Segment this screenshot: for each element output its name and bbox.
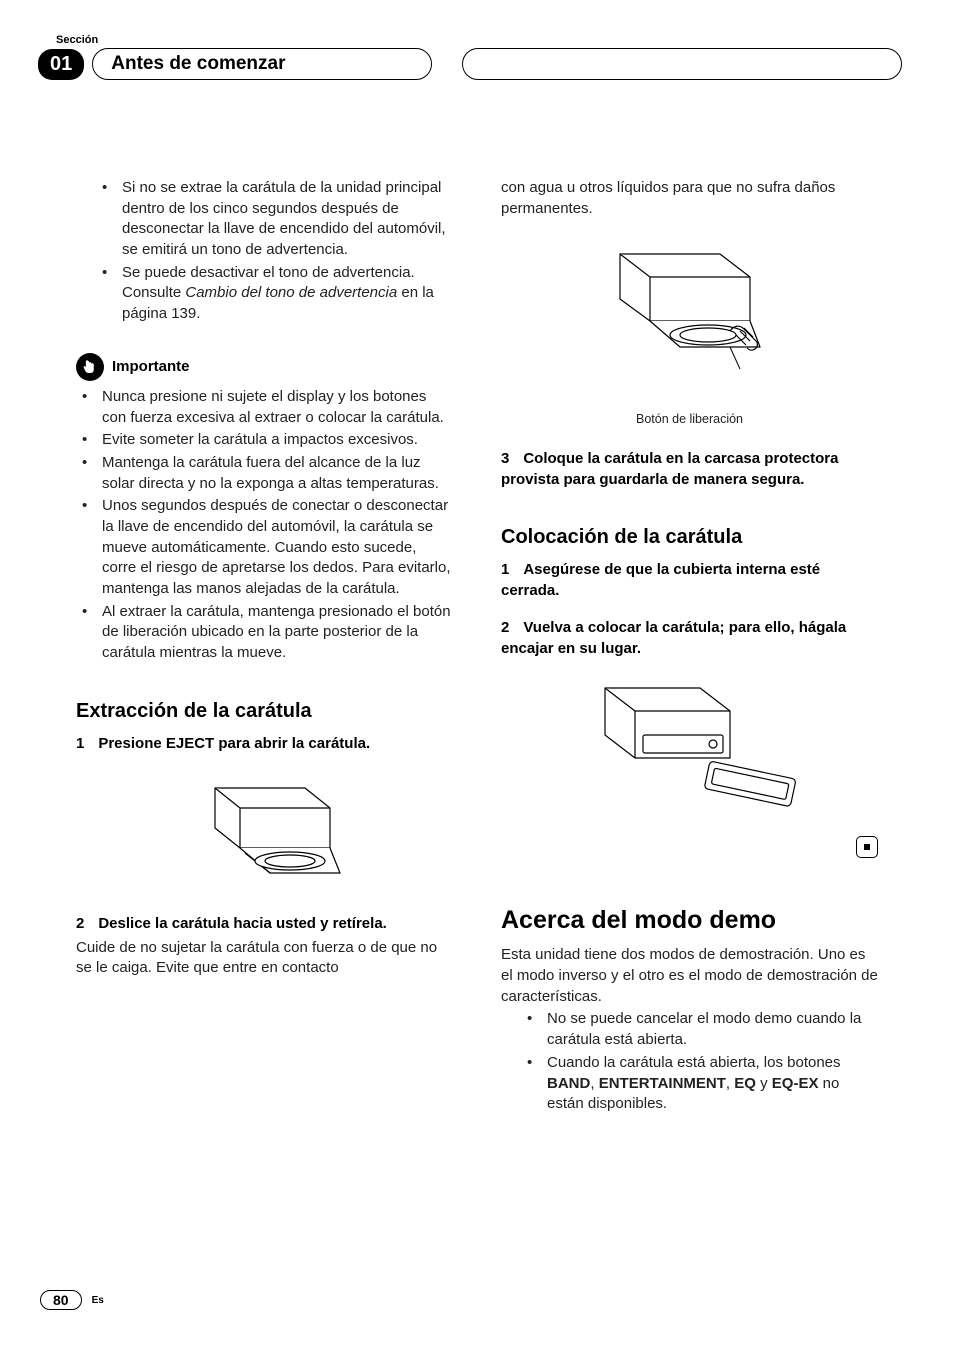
demo-heading: Acerca del modo demo	[501, 906, 878, 935]
header-empty-pill	[462, 48, 902, 80]
placement-step-1: 1Asegúrese de que la cubierta interna es…	[501, 559, 878, 601]
step-num: 1	[501, 561, 509, 578]
step-text: Coloque la carátula en la carcasa protec…	[501, 450, 838, 488]
demo-bullet-1: No se puede cancelar el modo demo cuando…	[521, 1009, 878, 1050]
step-text: Vuelva a colocar la carátula; para ello,…	[501, 619, 846, 657]
header-title: Antes de comenzar	[111, 53, 285, 75]
step-num: 2	[76, 915, 84, 932]
extraction-step-1: 1 Presione EJECT para abrir la carátula.	[76, 733, 453, 754]
demo-bullet-list: No se puede cancelar el modo demo cuando…	[521, 1009, 878, 1114]
page-number: 80	[40, 1290, 82, 1310]
extraction-step-2: 2 Deslice la carátula hacia usted y retír…	[76, 913, 453, 934]
right-column: con agua u otros líquidos para que no su…	[501, 178, 878, 1117]
figure-eject	[76, 768, 453, 903]
header-title-pill: Antes de comenzar	[92, 48, 432, 80]
important-icon	[76, 353, 104, 381]
step-text: Presione EJECT para abrir la carátula.	[98, 735, 370, 752]
left-column: Si no se extrae la carátula de la unidad…	[76, 178, 453, 1117]
intro-bullet-1: Si no se extrae la carátula de la unidad…	[96, 178, 453, 261]
continuation-text: con agua u otros líquidos para que no su…	[501, 178, 878, 219]
page-footer: 80 Es	[40, 1290, 104, 1310]
important-heading-row: Importante	[76, 353, 453, 381]
step-num: 3	[501, 450, 509, 467]
step-num: 2	[501, 619, 509, 636]
language-code: Es	[92, 1295, 104, 1306]
important-bullet-2: Evite someter la carátula a impactos exc…	[76, 430, 453, 451]
extraction-step-3: 3Coloque la carátula en la carcasa prote…	[501, 448, 878, 490]
important-bullet-3: Mantenga la carátula fuera del alcance d…	[76, 453, 453, 494]
important-label: Importante	[112, 358, 190, 375]
section-number-badge: 01	[38, 49, 84, 80]
section-end-icon	[856, 836, 878, 858]
step-text: Deslice la carátula hacia usted y retíre…	[98, 915, 387, 932]
important-bullet-4: Unos segundos después de conectar o desc…	[76, 496, 453, 599]
extraction-step-2-follow: Cuide de no sujetar la carátula con fuer…	[76, 938, 453, 979]
header-row: 01 Antes de comenzar	[38, 48, 914, 80]
placement-heading: Colocación de la carátula	[501, 526, 878, 549]
demo-intro: Esta unidad tiene dos modos de demostrac…	[501, 945, 878, 1007]
demo-bullet-2: Cuando la carátula está abierta, los bot…	[521, 1053, 878, 1115]
intro-bullet-2: Se puede desactivar el tono de advertenc…	[96, 263, 453, 325]
extraction-heading: Extracción de la carátula	[76, 700, 453, 723]
step-text: Asegúrese de que la cubierta interna est…	[501, 561, 820, 599]
figure-release-button	[501, 239, 878, 404]
important-bullet-list: Nunca presione ni sujete el display y lo…	[76, 387, 453, 664]
figure-placement	[501, 673, 878, 828]
placement-step-2: 2Vuelva a colocar la carátula; para ello…	[501, 617, 878, 659]
content-area: Si no se extrae la carátula de la unidad…	[76, 178, 878, 1117]
important-bullet-1: Nunca presione ni sujete el display y lo…	[76, 387, 453, 428]
section-label: Sección	[56, 34, 914, 46]
step-num: 1	[76, 735, 84, 752]
intro-bullet-list: Si no se extrae la carátula de la unidad…	[96, 178, 453, 325]
important-bullet-5: Al extraer la carátula, mantenga presion…	[76, 602, 453, 664]
page-header: Sección 01 Antes de comenzar	[38, 34, 914, 80]
figure-release-caption: Botón de liberación	[501, 412, 878, 426]
